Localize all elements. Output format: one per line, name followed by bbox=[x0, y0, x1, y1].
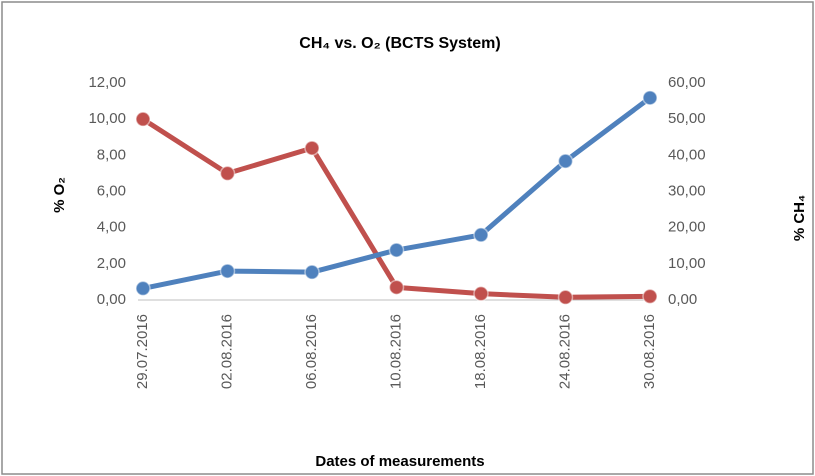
x-axis-title: Dates of measurements bbox=[315, 453, 484, 470]
data-point bbox=[135, 280, 151, 297]
data-point bbox=[304, 140, 320, 156]
y2-tick-label: 40,00 bbox=[668, 146, 706, 163]
data-point bbox=[557, 153, 574, 169]
x-tick-label: 30.08.2016 bbox=[641, 314, 658, 389]
y2-tick-label: 0,00 bbox=[668, 291, 697, 308]
x-tick-label: 02.08.2016 bbox=[218, 314, 235, 389]
x-tick-label: 06.08.2016 bbox=[303, 314, 320, 389]
x-tick-label: 24.08.2016 bbox=[556, 314, 573, 389]
data-point bbox=[219, 263, 236, 279]
y-tick-label: 12,00 bbox=[88, 74, 126, 91]
x-tick-label: 29.07.2016 bbox=[134, 314, 151, 389]
data-point bbox=[219, 165, 236, 182]
data-point bbox=[642, 288, 658, 305]
data-point bbox=[304, 264, 320, 280]
x-tick-label: 10.08.2016 bbox=[387, 314, 404, 389]
data-point bbox=[473, 285, 489, 302]
y2-tick-label: 20,00 bbox=[668, 219, 706, 236]
y-tick-label: 0,00 bbox=[97, 291, 126, 308]
y2-tick-label: 60,00 bbox=[668, 74, 706, 91]
data-point bbox=[473, 227, 489, 243]
data-point bbox=[135, 111, 151, 127]
y-axis-title: % O₂ bbox=[51, 177, 68, 213]
y-tick-label: 6,00 bbox=[97, 182, 126, 199]
y-tick-label: 2,00 bbox=[97, 255, 126, 272]
y2-axis-title: % CH₄ bbox=[791, 195, 808, 241]
y2-tick-label: 10,00 bbox=[668, 255, 706, 272]
y-tick-label: 10,00 bbox=[88, 110, 126, 127]
y2-tick-label: 30,00 bbox=[668, 182, 706, 199]
y-tick-label: 4,00 bbox=[97, 219, 126, 236]
data-point bbox=[642, 90, 658, 106]
data-point bbox=[388, 242, 405, 258]
chart-title: CH₄ vs. O₂ (BCTS System) bbox=[299, 35, 500, 52]
y-tick-label: 8,00 bbox=[97, 146, 126, 163]
x-tick-label: 18.08.2016 bbox=[472, 314, 489, 389]
y2-tick-label: 50,00 bbox=[668, 110, 706, 127]
data-point bbox=[388, 279, 405, 296]
data-point bbox=[557, 289, 574, 306]
